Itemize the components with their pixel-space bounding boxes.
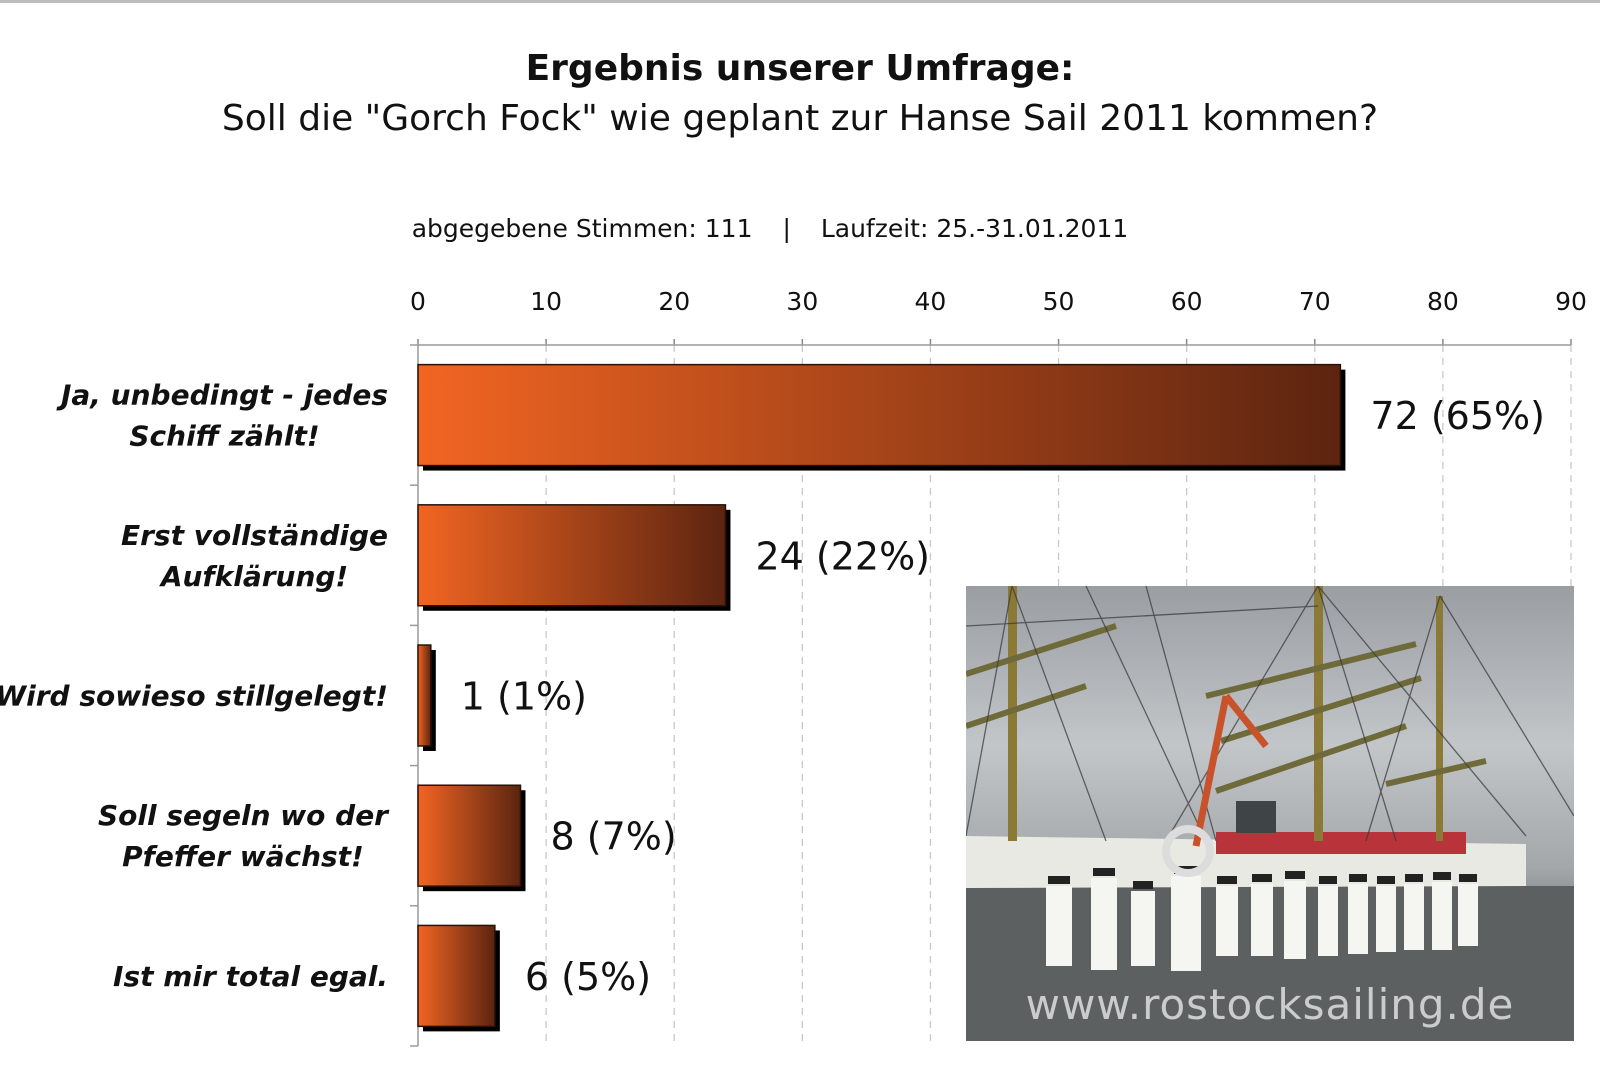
- category-label: Ja, unbedingt - jedes: [56, 379, 388, 412]
- bar: [417, 644, 432, 747]
- category-label: Ist mir total egal.: [113, 960, 388, 993]
- category-label: Aufklärung!: [159, 560, 348, 593]
- chart-title: Ergebnis unserer Umfrage:: [525, 48, 1075, 89]
- red-ship: [1216, 832, 1466, 854]
- sousaphone: [1162, 825, 1214, 877]
- meta-separator: |: [782, 214, 791, 243]
- bar: [417, 504, 727, 607]
- bars: [417, 363, 1346, 1032]
- harbor-crane: [1192, 693, 1269, 847]
- x-tick-label: 30: [786, 287, 818, 316]
- category-label: Pfeffer wächst!: [122, 840, 364, 873]
- category-label: Wird sowieso stillgelegt!: [0, 680, 388, 713]
- category-label: Soll segeln wo der: [98, 799, 390, 832]
- top-border-line: [0, 0, 1600, 3]
- x-axis: 0 10 20 30 40 50 60 70 80 90: [410, 287, 1587, 1047]
- x-tick-label: 70: [1299, 287, 1331, 316]
- category-labels: 72 (65%) Ja, unbedingt - jedes Schiff zähl…: [0, 379, 1545, 999]
- category-label: Erst vollständige: [121, 519, 388, 552]
- x-tick-label: 80: [1427, 287, 1459, 316]
- bar: [417, 363, 1342, 467]
- data-label: 1 (1%): [461, 675, 587, 719]
- x-tick-label: 20: [658, 287, 690, 316]
- chart-subtitle: Soll die "Gorch Fock" wie geplant zur Ha…: [221, 98, 1379, 139]
- x-tick-label: 90: [1555, 287, 1587, 316]
- data-label: 72 (65%): [1370, 394, 1545, 438]
- yards: [966, 623, 1487, 794]
- harbor-building: [1236, 801, 1276, 833]
- survey-meta: abgegebene Stimmen: 111 | Laufzeit: 25.-…: [0, 214, 1540, 243]
- marching-band: [1046, 825, 1478, 971]
- ship-photo: www.rostocksailing.de: [966, 586, 1574, 1041]
- mast-right: [1436, 596, 1443, 841]
- mast-center: [1314, 586, 1323, 841]
- photo-watermark: www.rostocksailing.de: [1025, 980, 1515, 1029]
- x-tick-label: 40: [915, 287, 947, 316]
- survey-period: Laufzeit: 25.-31.01.2011: [820, 214, 1129, 243]
- data-label: 6 (5%): [525, 955, 651, 999]
- x-tick-label: 60: [1171, 287, 1203, 316]
- category-label: Schiff zählt!: [129, 420, 319, 453]
- votes-count: abgegebene Stimmen: 111: [411, 214, 753, 243]
- bar: [417, 784, 522, 887]
- data-label: 24 (22%): [755, 534, 930, 578]
- bar: [417, 924, 496, 1028]
- x-tick-label: 0: [410, 287, 426, 316]
- x-tick-label: 50: [1043, 287, 1075, 316]
- data-label: 8 (7%): [550, 815, 676, 859]
- ship-photo-illustration: [966, 586, 1574, 1041]
- x-tick-label: 10: [530, 287, 562, 316]
